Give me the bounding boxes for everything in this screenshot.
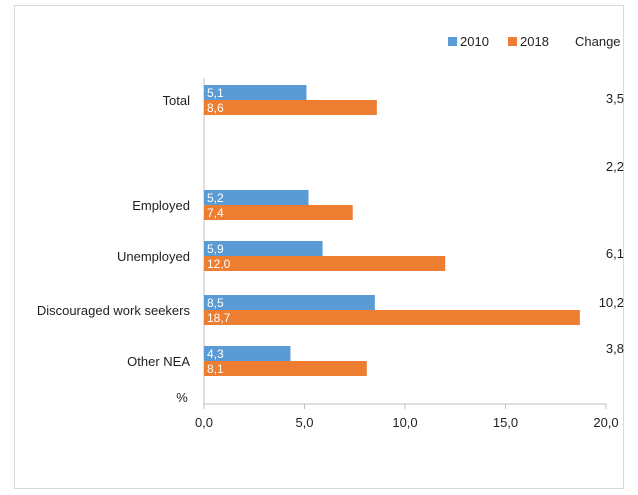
data-label: 18,7 — [207, 311, 231, 325]
bar-2018-discouraged-work-seekers — [204, 310, 580, 325]
x-tick-label: 20,0 — [593, 415, 618, 430]
bar-2010-employed — [204, 190, 309, 205]
bar-2010-unemployed — [204, 241, 323, 256]
data-label: 8,5 — [207, 296, 224, 310]
category-label: Discouraged work seekers — [37, 303, 191, 318]
x-tick-label: 5,0 — [295, 415, 313, 430]
data-label: 4,3 — [207, 347, 224, 361]
bar-2018-unemployed — [204, 256, 446, 271]
category-label: Unemployed — [117, 249, 190, 264]
bar-2018-other-nea — [204, 361, 367, 376]
data-label: 7,4 — [207, 206, 224, 220]
x-tick-label: 15,0 — [493, 415, 518, 430]
data-label: 12,0 — [207, 257, 231, 271]
legend-label-2010: 2010 — [460, 34, 489, 49]
category-label: Total — [163, 93, 191, 108]
x-tick-label: 10,0 — [392, 415, 417, 430]
category-label: Other NEA — [127, 354, 190, 369]
bar-2010-discouraged-work-seekers — [204, 295, 375, 310]
data-label: 5,1 — [207, 86, 224, 100]
data-label: 5,2 — [207, 191, 224, 205]
unit-label: % — [176, 390, 188, 405]
legend-swatch-2010 — [448, 37, 457, 46]
bar-2010-other-nea — [204, 346, 291, 361]
legend-change-header: Change — [575, 34, 621, 49]
data-label: 8,6 — [207, 101, 224, 115]
change-value: 6,1 — [606, 246, 624, 261]
change-value: 2,2 — [606, 159, 624, 174]
data-label: 8,1 — [207, 362, 224, 376]
change-value: 10,2 — [599, 295, 624, 310]
bar-2018-total — [204, 100, 377, 115]
data-label: 5,9 — [207, 242, 224, 256]
legend-label-2018: 2018 — [520, 34, 549, 49]
legend-swatch-2018 — [508, 37, 517, 46]
change-value: 3,5 — [606, 91, 624, 106]
change-value: 3,8 — [606, 341, 624, 356]
category-label: Employed — [132, 198, 190, 213]
x-tick-label: 0,0 — [195, 415, 213, 430]
bar-2010-total — [204, 85, 307, 100]
bar-2018-employed — [204, 205, 353, 220]
